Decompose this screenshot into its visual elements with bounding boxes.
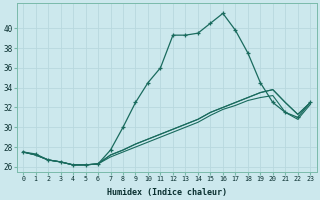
X-axis label: Humidex (Indice chaleur): Humidex (Indice chaleur) [107,188,227,197]
